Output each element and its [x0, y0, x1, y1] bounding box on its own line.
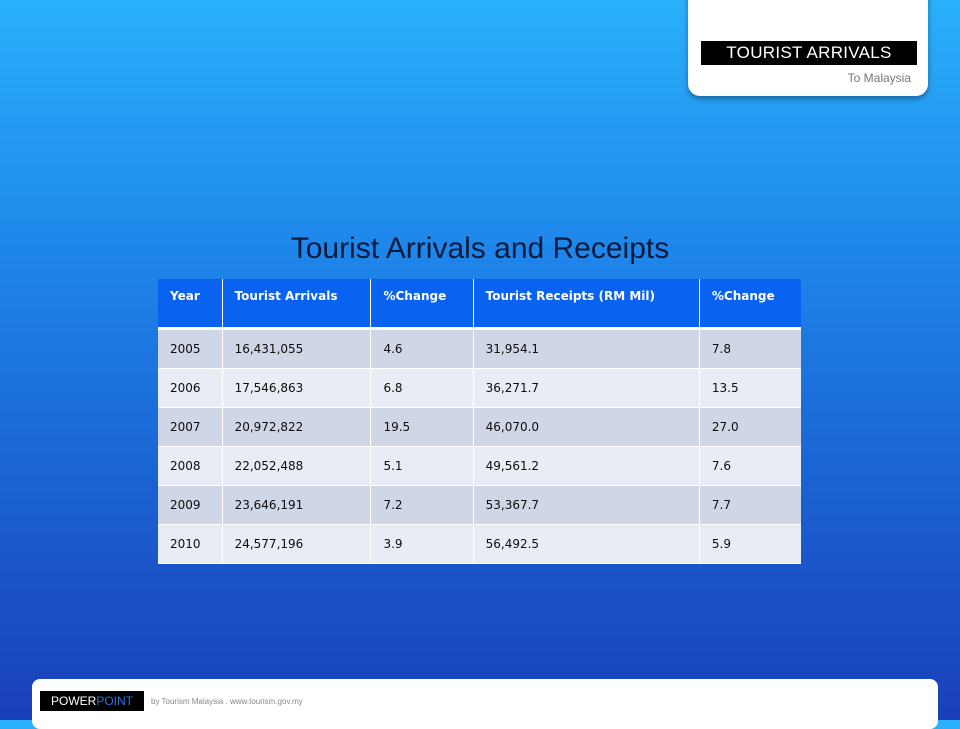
table-cell: 7.7	[699, 485, 801, 525]
table-cell: 56,492.5	[473, 524, 700, 564]
table-cell: 46,070.0	[473, 407, 700, 447]
table-cell: 2006	[158, 368, 223, 408]
table-cell: 24,577,196	[222, 524, 372, 564]
table-row: 2010 24,577,196 3.9 56,492.5 5.9	[158, 524, 801, 564]
table-cell: 36,271.7	[473, 368, 700, 408]
table-row: 2009 23,646,191 7.2 53,367.7 7.7	[158, 485, 801, 525]
table-cell: 4.6	[370, 328, 474, 369]
column-header: Year	[158, 279, 223, 330]
table-cell: 49,561.2	[473, 446, 700, 486]
table-cell: 6.8	[370, 368, 474, 408]
table-cell: 16,431,055	[222, 328, 372, 369]
table-cell: 2009	[158, 485, 223, 525]
column-header: %Change	[370, 279, 474, 330]
table-cell: 19.5	[370, 407, 474, 447]
title-card: TOURIST ARRIVALS To Malaysia	[688, 0, 928, 96]
table-cell: 22,052,488	[222, 446, 372, 486]
table-header-row: Year Tourist Arrivals %Change Tourist Re…	[158, 279, 801, 330]
table-cell: 5.9	[699, 524, 801, 564]
table-cell: 31,954.1	[473, 328, 700, 369]
table-row: 2006 17,546,863 6.8 36,271.7 13.5	[158, 368, 801, 408]
slide-heading: Tourist Arrivals and Receipts	[290, 232, 670, 265]
table-cell: 20,972,822	[222, 407, 372, 447]
table-cell: 5.1	[370, 446, 474, 486]
column-header: Tourist Receipts (RM Mil)	[473, 279, 700, 330]
column-header: Tourist Arrivals	[222, 279, 372, 330]
title-subtitle: To Malaysia	[847, 71, 911, 85]
table-cell: 7.6	[699, 446, 801, 486]
brand-part-2: POINT	[96, 694, 133, 708]
table-row: 2007 20,972,822 19.5 46,070.0 27.0	[158, 407, 801, 447]
column-header: %Change	[699, 279, 801, 330]
table-cell: 7.8	[699, 328, 801, 369]
table-row: 2005 16,431,055 4.6 31,954.1 7.8	[158, 328, 801, 369]
table-cell: 53,367.7	[473, 485, 700, 525]
table-cell: 17,546,863	[222, 368, 372, 408]
arrivals-table: Year Tourist Arrivals %Change Tourist Re…	[158, 279, 801, 564]
table-cell: 7.2	[370, 485, 474, 525]
powerpoint-badge: POWERPOINT	[40, 691, 144, 711]
table-cell: 2008	[158, 446, 223, 486]
brand-part-1: POWER	[50, 694, 97, 708]
table-cell: 13.5	[699, 368, 801, 408]
table-cell: 2005	[158, 328, 223, 369]
table-cell: 3.9	[370, 524, 474, 564]
table-cell: 23,646,191	[222, 485, 372, 525]
footer-credit: by Tourism Malaysia . www.tourism.gov.my	[151, 697, 303, 706]
table-cell: 2007	[158, 407, 223, 447]
title-badge: TOURIST ARRIVALS	[701, 41, 917, 65]
table-cell: 27.0	[699, 407, 801, 447]
table-cell: 2010	[158, 524, 223, 564]
table-row: 2008 22,052,488 5.1 49,561.2 7.6	[158, 446, 801, 486]
